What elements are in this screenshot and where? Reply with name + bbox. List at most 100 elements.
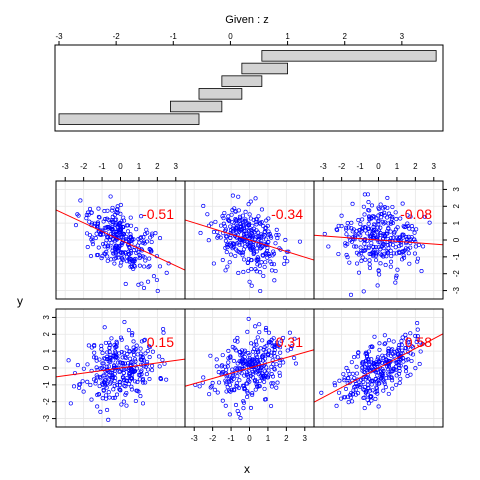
scatter-panel: -0.34 bbox=[184, 180, 315, 300]
data-point bbox=[259, 238, 264, 244]
data-point bbox=[225, 264, 230, 269]
data-point bbox=[103, 340, 108, 345]
data-point bbox=[96, 392, 101, 397]
data-point bbox=[123, 251, 128, 256]
data-point bbox=[386, 226, 391, 231]
data-point bbox=[383, 220, 388, 225]
data-point bbox=[135, 388, 140, 393]
data-point bbox=[370, 378, 375, 383]
data-point bbox=[128, 215, 133, 220]
x-axis-tick-label: 0 bbox=[118, 162, 123, 171]
data-point bbox=[230, 226, 235, 231]
data-point bbox=[139, 214, 144, 219]
data-point bbox=[405, 213, 410, 218]
data-point bbox=[362, 225, 368, 230]
data-point bbox=[403, 346, 408, 351]
y-axis-tick-label: -1 bbox=[452, 253, 461, 261]
data-point bbox=[103, 241, 108, 246]
data-point bbox=[354, 229, 359, 234]
data-point bbox=[101, 387, 106, 392]
data-point bbox=[413, 244, 418, 249]
data-point bbox=[380, 219, 385, 224]
data-point bbox=[258, 288, 263, 294]
data-point bbox=[250, 391, 255, 396]
y-axis-tick-label: 2 bbox=[42, 332, 51, 337]
data-point bbox=[230, 208, 235, 213]
data-point bbox=[259, 260, 264, 265]
data-point bbox=[114, 343, 119, 349]
data-point bbox=[248, 246, 253, 251]
data-point bbox=[124, 403, 129, 408]
data-point bbox=[241, 400, 247, 405]
data-point bbox=[71, 384, 77, 389]
data-point bbox=[86, 343, 91, 348]
x-axis-tick-label: -1 bbox=[99, 162, 107, 171]
data-point bbox=[239, 348, 245, 353]
data-point bbox=[417, 361, 422, 367]
given-interval-bar bbox=[170, 100, 223, 113]
data-point bbox=[130, 331, 135, 336]
data-point bbox=[362, 212, 367, 217]
scatter-panel: -0.51 bbox=[55, 180, 186, 300]
data-point bbox=[253, 357, 258, 362]
y-axis-tick-label: 3 bbox=[452, 187, 461, 192]
data-point bbox=[407, 261, 412, 266]
data-point bbox=[227, 376, 232, 381]
data-point bbox=[375, 355, 380, 360]
data-point bbox=[371, 224, 376, 230]
data-point bbox=[272, 354, 277, 359]
data-point bbox=[341, 395, 346, 400]
data-point bbox=[373, 258, 379, 263]
data-point bbox=[85, 379, 90, 384]
given-tick-label: 3 bbox=[400, 32, 405, 41]
data-point bbox=[241, 247, 246, 252]
data-point bbox=[233, 402, 239, 408]
data-point bbox=[342, 376, 347, 381]
data-point bbox=[209, 384, 214, 389]
data-point bbox=[147, 247, 153, 252]
data-point bbox=[388, 229, 393, 234]
data-point bbox=[241, 406, 246, 411]
data-point bbox=[369, 203, 375, 208]
data-point bbox=[285, 259, 290, 264]
data-point bbox=[138, 236, 143, 241]
data-point bbox=[225, 245, 230, 250]
data-point bbox=[223, 403, 228, 408]
data-point bbox=[259, 207, 265, 212]
data-point bbox=[247, 212, 252, 217]
data-point bbox=[344, 365, 349, 371]
data-point bbox=[398, 216, 403, 221]
data-point bbox=[225, 385, 230, 390]
data-point bbox=[240, 365, 245, 370]
data-point bbox=[88, 254, 94, 259]
data-point bbox=[349, 360, 354, 365]
data-point bbox=[101, 361, 106, 366]
data-point bbox=[148, 248, 153, 253]
data-point bbox=[133, 368, 138, 374]
data-point bbox=[113, 375, 118, 381]
data-point bbox=[245, 389, 250, 394]
data-point bbox=[266, 216, 271, 221]
data-point bbox=[401, 253, 406, 258]
regression-line bbox=[55, 358, 186, 378]
data-point bbox=[410, 345, 415, 350]
data-point bbox=[113, 223, 118, 228]
data-point bbox=[241, 384, 246, 389]
data-point bbox=[234, 383, 239, 388]
regression-line bbox=[313, 333, 444, 403]
data-point bbox=[359, 258, 364, 263]
data-point bbox=[120, 256, 125, 261]
y-axis-tick-label: 1 bbox=[452, 220, 461, 225]
data-point bbox=[120, 251, 125, 256]
data-point bbox=[354, 244, 359, 249]
data-point bbox=[117, 229, 123, 234]
data-point bbox=[384, 231, 389, 236]
data-point bbox=[335, 228, 340, 233]
data-point bbox=[412, 251, 417, 256]
data-point bbox=[140, 376, 146, 381]
data-point bbox=[270, 344, 275, 349]
data-point bbox=[362, 384, 367, 389]
data-point bbox=[396, 347, 401, 352]
data-point bbox=[360, 255, 365, 260]
data-point bbox=[211, 261, 216, 266]
